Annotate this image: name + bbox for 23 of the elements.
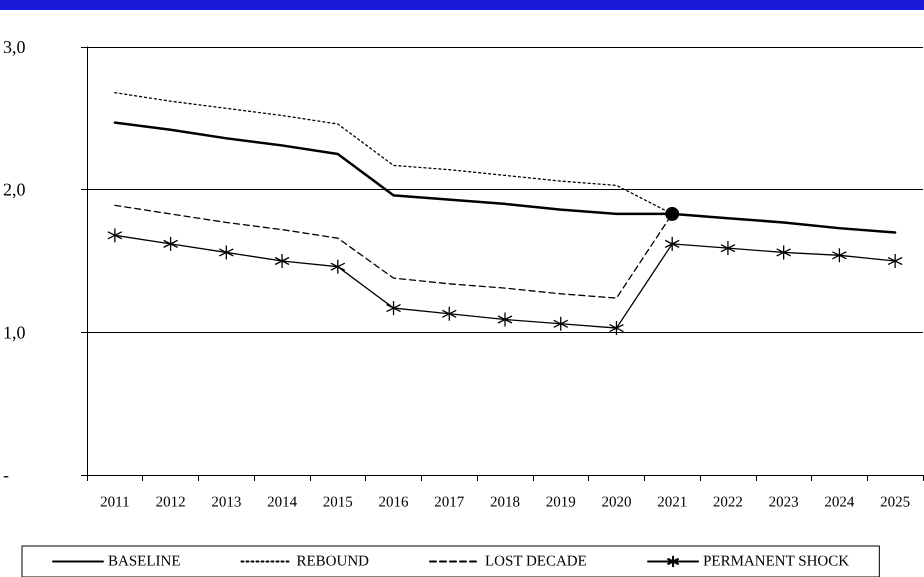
x-tick-label: 2012 bbox=[156, 494, 186, 510]
x-tick-label: 2015 bbox=[322, 494, 353, 510]
x-tick-label: 2011 bbox=[100, 494, 130, 510]
x-tick-label: 2025 bbox=[880, 494, 910, 510]
y-tick-label: 3,0 bbox=[3, 37, 26, 57]
x-tick-label: 2014 bbox=[267, 494, 298, 510]
y-tick-label: 2,0 bbox=[3, 180, 26, 200]
x-tick-label: 2023 bbox=[768, 494, 799, 510]
y-tick-label: - bbox=[3, 465, 9, 485]
x-tick-label: 2022 bbox=[712, 494, 743, 510]
legend-label: PERMANENT SHOCK bbox=[703, 554, 850, 570]
x-tick-label: 2013 bbox=[211, 494, 242, 510]
y-tick-label: 1,0 bbox=[3, 322, 26, 342]
x-tick-label: 2016 bbox=[378, 494, 410, 510]
x-tick-label: 2021 bbox=[657, 494, 688, 510]
x-tick-label: 2020 bbox=[601, 494, 632, 510]
legend-label: LOST DECADE bbox=[485, 554, 587, 570]
x-tick-label: 2019 bbox=[546, 494, 576, 510]
x-tick-label: 2024 bbox=[824, 494, 855, 510]
legend-label: REBOUND bbox=[296, 554, 370, 570]
x-tick-label: 2017 bbox=[434, 494, 465, 510]
x-tick-label: 2018 bbox=[490, 494, 520, 510]
legend-label: BASELINE bbox=[108, 554, 180, 570]
